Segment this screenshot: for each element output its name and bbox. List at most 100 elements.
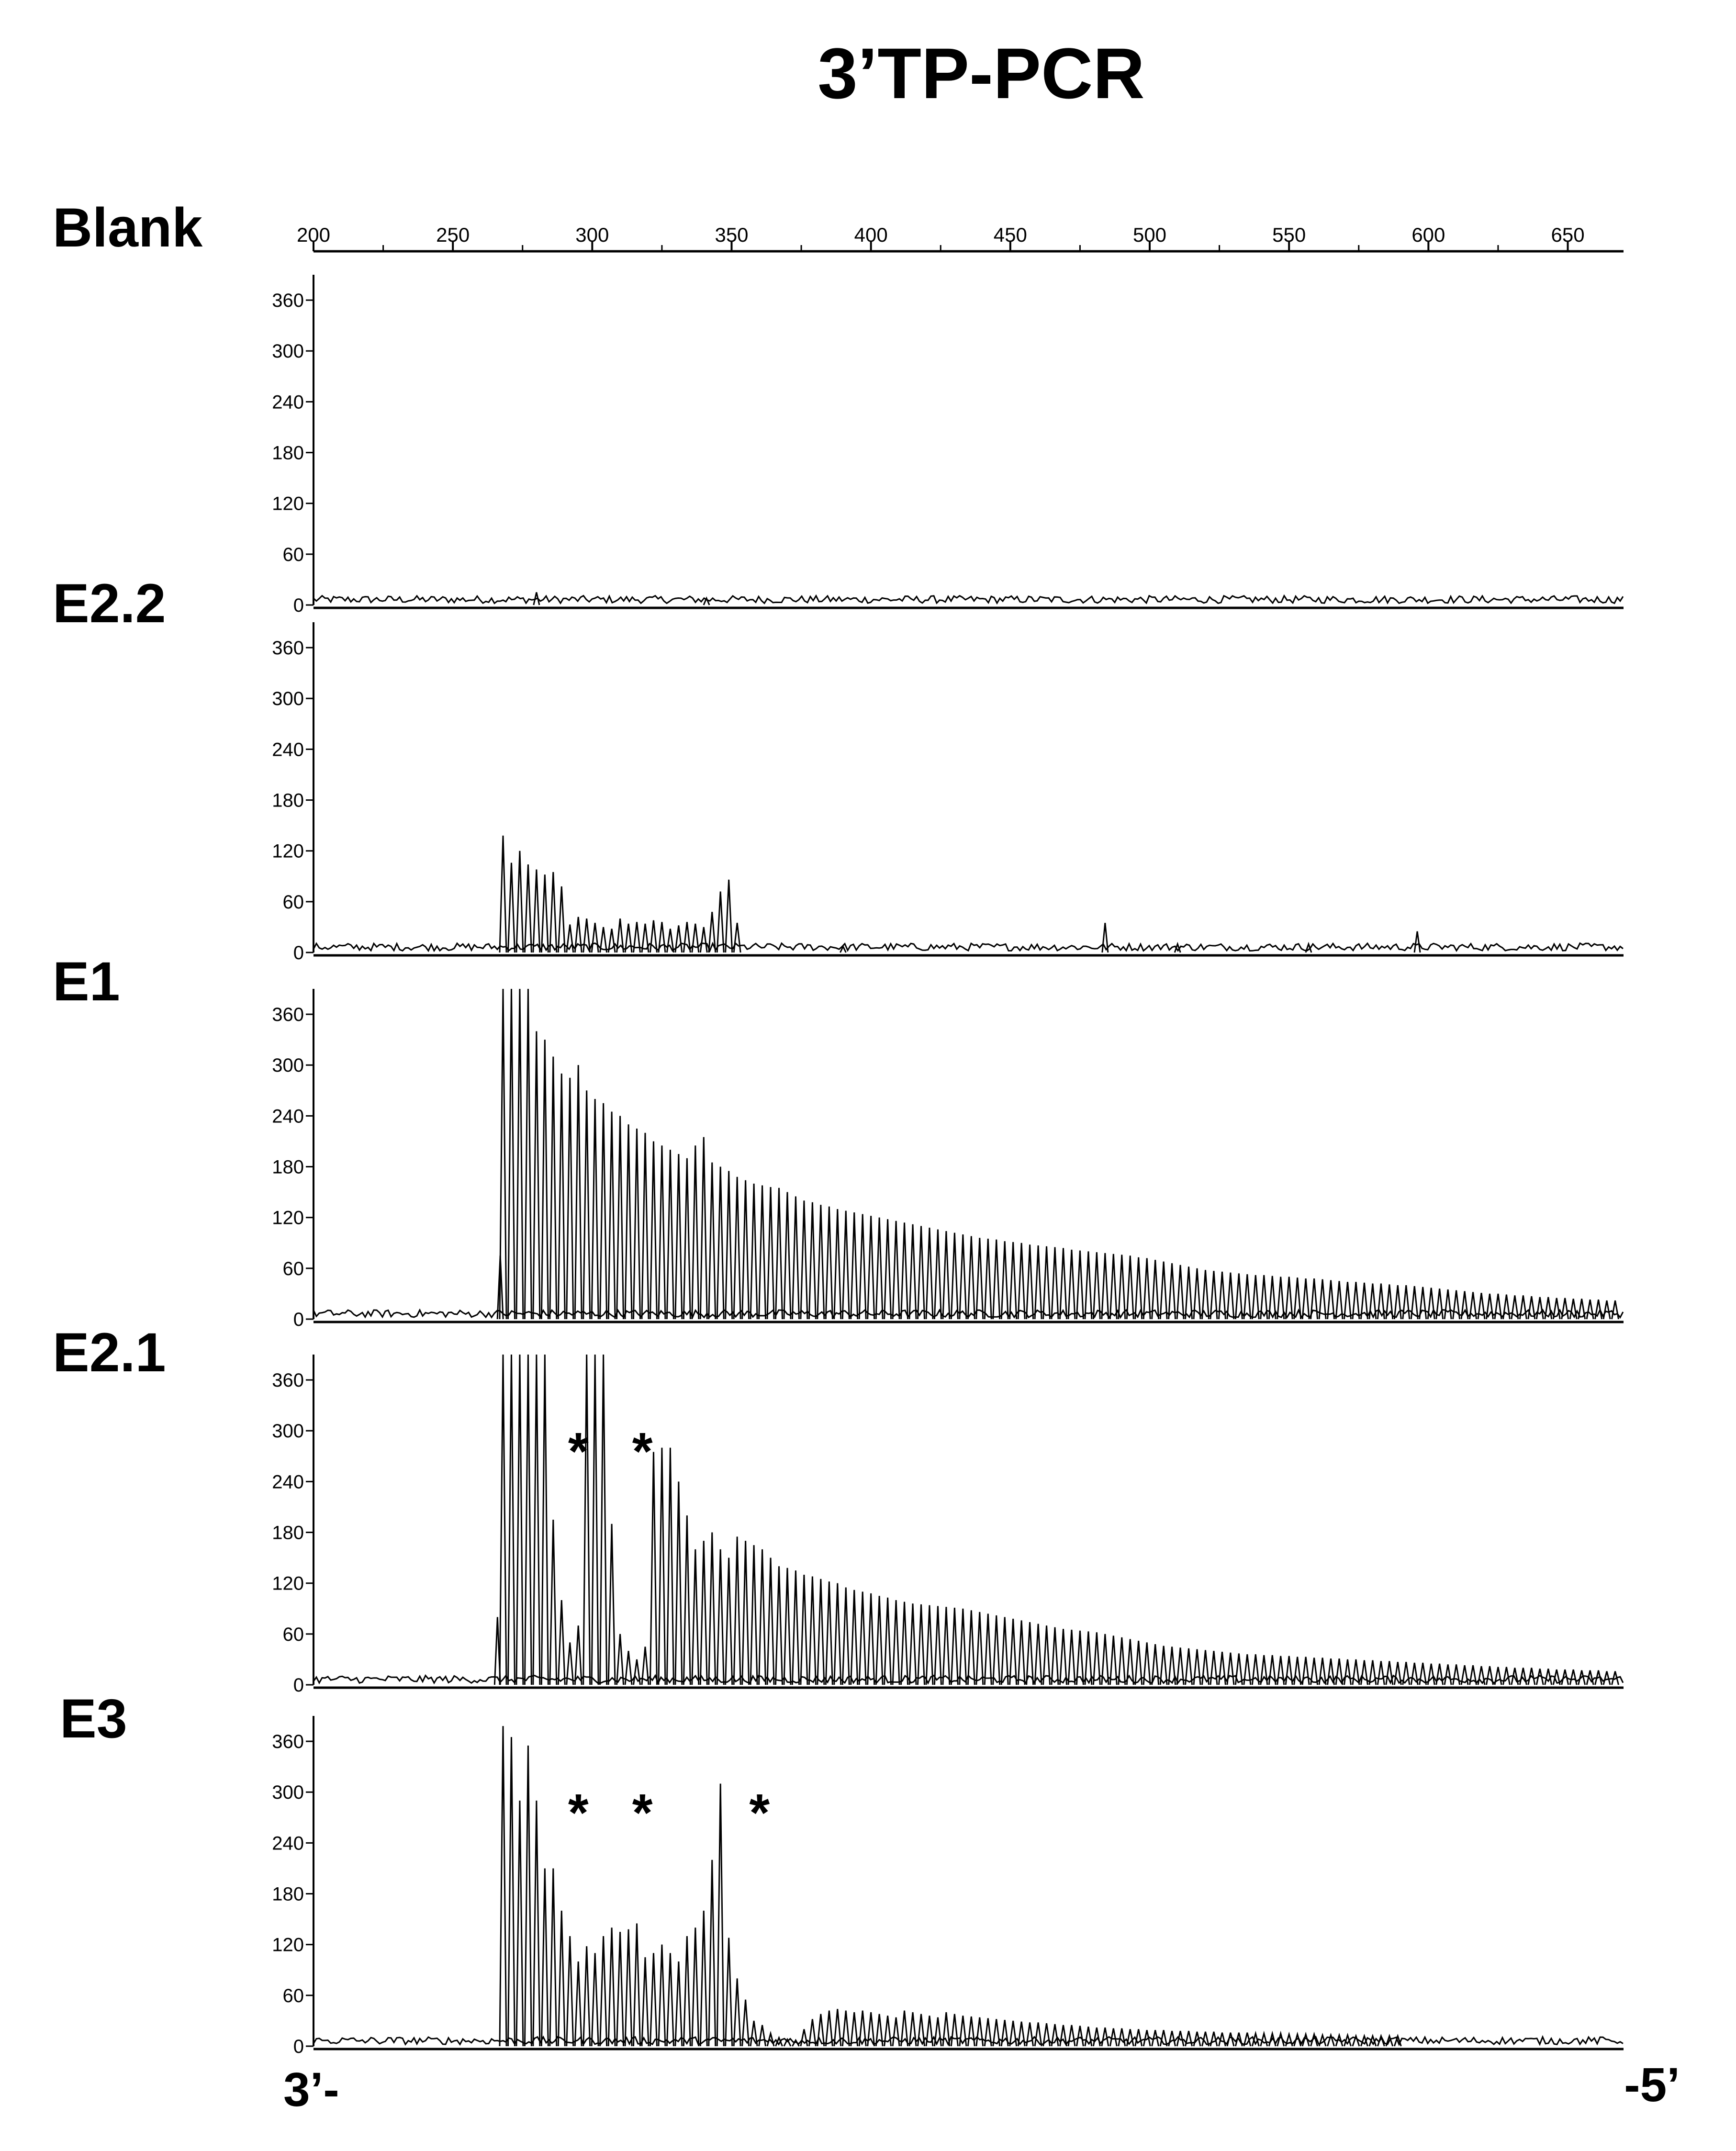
- trace-peak: [616, 1932, 625, 2047]
- trace-peak: [599, 1103, 608, 1320]
- trace-peak: [674, 925, 683, 953]
- trace-peak: [1301, 2031, 1310, 2047]
- trace-peak: [967, 2016, 975, 2047]
- trace-peak: [524, 864, 532, 953]
- y-tick-label: 60: [283, 892, 304, 913]
- trace-peak: [967, 1610, 975, 1685]
- trace-peak: [716, 1783, 725, 2047]
- trace-peak: [616, 1634, 625, 1685]
- trace-peak: [607, 1524, 616, 1685]
- trace-peak: [557, 886, 566, 953]
- trace-peak: [507, 988, 515, 1320]
- trace-peak: [1017, 1620, 1026, 1685]
- trace-peak: [758, 1549, 767, 1685]
- trace-peak: [1067, 2025, 1076, 2047]
- trace-peak: [1410, 1662, 1419, 1685]
- trace-peak: [892, 2017, 900, 2047]
- trace-peak: [1026, 1244, 1034, 1320]
- trace-peak: [1034, 1245, 1042, 1320]
- trace-peak: [766, 1557, 775, 1685]
- y-tick-label: 240: [272, 1833, 304, 1854]
- trace-peak: [1260, 1655, 1268, 1685]
- trace-peak: [850, 1212, 859, 1320]
- trace-peak: [1527, 1296, 1536, 1320]
- trace-peak: [791, 1196, 800, 1320]
- trace-peak: [624, 923, 633, 953]
- trace-peak: [750, 1183, 758, 1320]
- trace-peak: [1201, 1650, 1210, 1685]
- trace-peak: [1059, 1248, 1067, 1320]
- trace-minor-peak: [703, 596, 710, 605]
- trace-peak: [674, 1154, 683, 1320]
- y-tick-label: 180: [272, 790, 304, 811]
- trace-peak: [800, 2029, 808, 2047]
- trace-peak: [1335, 2032, 1344, 2047]
- trace-peak: [1477, 1293, 1486, 1320]
- trace-peak: [499, 835, 507, 953]
- trace-peak: [1193, 1268, 1201, 1320]
- trace-peak: [733, 1978, 741, 2047]
- trace-minor-peak: [1101, 922, 1109, 953]
- trace-peak: [867, 1593, 875, 1685]
- trace-peak: [1435, 1663, 1444, 1685]
- panel-label: E2.1: [53, 1322, 166, 1383]
- trace-peak: [1268, 2030, 1277, 2047]
- trace-peak: [1243, 2032, 1252, 2047]
- trace-peak: [984, 2018, 992, 2047]
- trace-peak: [599, 1936, 608, 2047]
- trace-peak: [1377, 1283, 1385, 1320]
- trace-peak: [1134, 2029, 1143, 2047]
- trace-peak: [1051, 2024, 1059, 2047]
- trace-peak: [967, 1236, 975, 1320]
- trace-peak: [633, 922, 641, 953]
- asterisk-annotation: *: [749, 1783, 770, 1842]
- trace-peak: [1310, 1278, 1319, 1320]
- trace-peak: [1009, 2020, 1018, 2047]
- trace-peak: [499, 1354, 507, 1685]
- trace-peak: [850, 1590, 859, 1685]
- trace-peak: [725, 1557, 733, 1685]
- trace-peak: [1109, 2028, 1118, 2047]
- y-tick-label: 0: [293, 1675, 304, 1696]
- trace-peak: [591, 1953, 599, 2047]
- trace-peak: [649, 920, 658, 953]
- trace-peak: [992, 2019, 1001, 2047]
- trace-peak: [524, 1354, 532, 1685]
- trace-peak: [515, 1800, 524, 2047]
- trace-peak: [817, 1579, 825, 1685]
- trace-peak: [1059, 2025, 1067, 2047]
- trace-peak: [549, 1868, 558, 2047]
- trace-peak: [1552, 1669, 1561, 1685]
- trace-peak: [1393, 1285, 1402, 1320]
- trace-peak: [1527, 1668, 1536, 1685]
- trace-peak: [1126, 1255, 1134, 1320]
- trace-peak: [1226, 2032, 1235, 2047]
- trace-peak: [1185, 1266, 1193, 1320]
- trace-peak: [1494, 1667, 1502, 1685]
- y-tick-label: 120: [272, 841, 304, 862]
- y-tick-label: 300: [272, 1055, 304, 1076]
- trace-peak: [515, 1354, 524, 1685]
- trace-peak: [708, 1532, 717, 1685]
- trace-peak: [741, 1541, 750, 1685]
- trace-peak: [850, 2012, 859, 2047]
- trace-peak: [507, 1737, 515, 2047]
- trace-peak: [1260, 1275, 1268, 1320]
- trace-peak: [1084, 1631, 1093, 1685]
- trace-peak: [917, 2014, 925, 2047]
- trace-peak: [1000, 1617, 1009, 1685]
- trace-peak: [1452, 1664, 1461, 1685]
- trace-peak: [1159, 2030, 1168, 2047]
- trace-peak: [1393, 1661, 1402, 1685]
- trace-peak: [524, 1745, 532, 2047]
- trace-peak: [833, 1209, 842, 1320]
- trace-peak: [532, 1354, 541, 1685]
- trace-peak: [908, 2012, 917, 2047]
- trace-peak: [1511, 1668, 1519, 1685]
- trace-peak: [1594, 1670, 1603, 1685]
- y-tick-label: 60: [283, 544, 304, 565]
- trace-peak: [1009, 1618, 1018, 1685]
- trace-peak: [691, 1549, 700, 1685]
- trace-peak: [1410, 1286, 1419, 1320]
- trace-peak: [1234, 1273, 1243, 1320]
